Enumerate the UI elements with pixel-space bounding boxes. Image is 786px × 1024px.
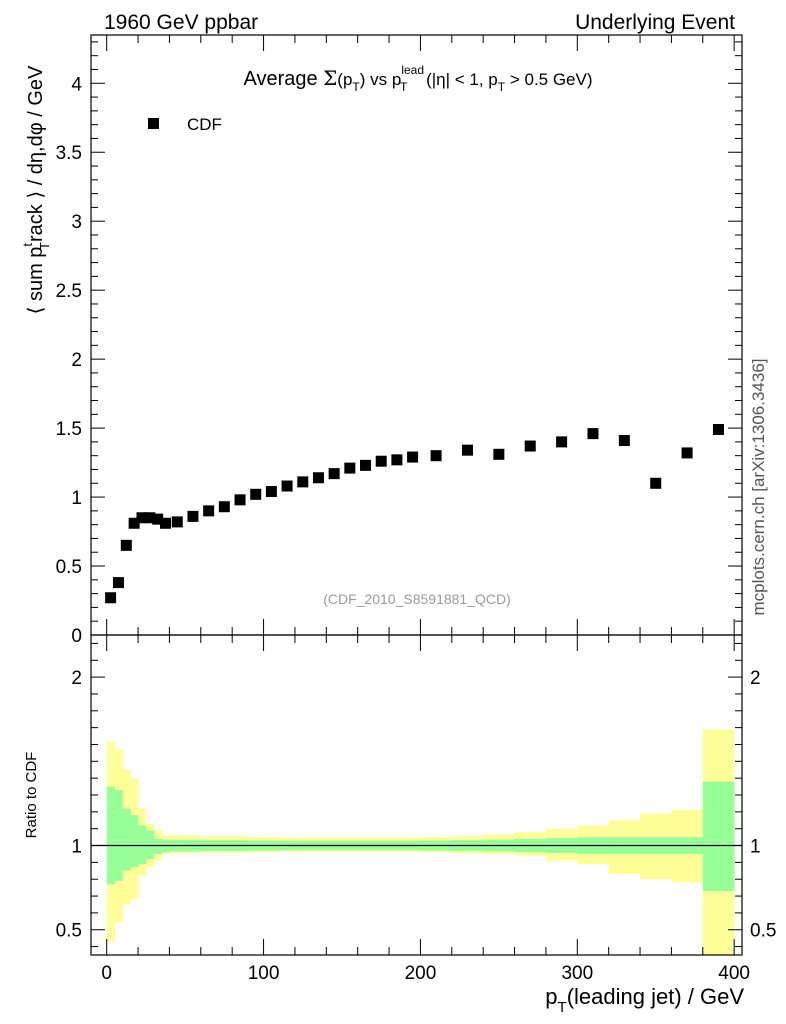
data-point [524, 440, 536, 452]
data-point [297, 476, 309, 488]
legend-label: CDF [187, 115, 222, 134]
stat-uncertainty-bin [106, 786, 115, 885]
data-point [120, 539, 132, 551]
main-y-tick-label: 3.5 [56, 143, 82, 164]
data-point [152, 513, 164, 525]
data-point [493, 448, 505, 460]
data-point [461, 444, 473, 456]
ratio-y-axis-label: Ratio to CDF [23, 752, 40, 839]
data-point [618, 435, 630, 447]
main-y-tick-label: 2 [71, 350, 82, 371]
data-point [112, 577, 124, 589]
main-panel: 0 0.5 1 1.5 2 2.5 3 3.5 4 Average Σ(pT) vs plead… [20, 34, 743, 647]
main-y-axis-label: ⟨ sum pt Track ⟩ / dη,dφ / GeV [20, 65, 52, 314]
x-tick-label: 200 [405, 963, 437, 984]
data-point [328, 468, 340, 480]
data-point [391, 454, 403, 466]
x-tick-label: 100 [248, 963, 280, 984]
x-tick-label: 300 [561, 963, 593, 984]
main-data-points [105, 423, 724, 604]
data-point [650, 477, 662, 489]
ratio-y-tick-label-right: 2 [750, 668, 761, 689]
main-y-tick-label: 2.5 [56, 281, 82, 302]
data-point [160, 517, 172, 529]
legend-marker [148, 118, 159, 129]
data-point [187, 510, 199, 522]
ratio-axis-ticks [91, 635, 742, 955]
ratio-y-tick-label-left: 1 [71, 837, 82, 858]
ratio-y-tick-label-right: 0.5 [750, 921, 776, 942]
ratio-plot-frame [90, 634, 743, 956]
ratio-x-tick-labels: 0 100 200 300 400 [101, 963, 750, 984]
main-y-tick-label: 0.5 [56, 557, 82, 578]
data-point [105, 592, 117, 604]
ratio-panel: 0.5 0.5 1 1 2 2 0 100 200 300 400 Ratio to CDF pT… [23, 634, 777, 1016]
main-y-tick-label: 1 [71, 488, 82, 509]
data-point [136, 512, 148, 524]
watermark: (CDF_2010_S8591881_QCD) [323, 591, 511, 607]
stat-uncertainty-bin [702, 781, 735, 891]
data-point [430, 450, 442, 462]
data-point [312, 472, 324, 484]
main-y-tick-label: 1.5 [56, 419, 82, 440]
main-y-tick-label: 4 [71, 74, 82, 95]
side-label: mcplots.cern.ch [arXiv:1306.3436] [749, 358, 768, 615]
main-y-tick-labels: 0 0.5 1 1.5 2 2.5 3 3.5 4 [56, 74, 83, 647]
data-point [556, 436, 568, 448]
stat-uncertainty-bin [122, 808, 131, 871]
stat-uncertainty-bin [138, 825, 147, 865]
header-left: 1960 GeV ppbar [104, 11, 258, 34]
x-axis-label: pT(leading jet) / GeV [545, 984, 744, 1016]
header-right: Underlying Event [575, 11, 735, 34]
data-point [234, 494, 246, 506]
data-point [144, 512, 156, 524]
data-point [587, 428, 599, 440]
ratio-y-tick-label-left: 2 [71, 668, 82, 689]
data-point [360, 459, 372, 471]
data-point [171, 516, 183, 528]
data-point [375, 455, 387, 467]
data-point [281, 480, 293, 492]
stat-uncertainty-bin [153, 838, 162, 854]
main-y-tick-label: 3 [71, 212, 82, 233]
data-point [712, 423, 724, 435]
data-point [265, 486, 277, 498]
stat-uncertainty-bin [145, 830, 155, 859]
data-point [681, 447, 693, 459]
data-point [218, 501, 230, 513]
x-tick-label: 0 [101, 963, 112, 984]
x-tick-label: 400 [718, 963, 750, 984]
data-point [250, 488, 262, 500]
data-point [203, 505, 215, 517]
data-point [344, 462, 356, 474]
main-title: Average Σ(pT) vs plead T (|η| < 1, pT > 0… [243, 63, 592, 94]
main-axis-ticks [91, 35, 742, 636]
ratio-y-tick-label-left: 0.5 [56, 921, 82, 942]
stat-uncertainty-bin [114, 789, 123, 881]
stat-uncertainty-bin [130, 815, 139, 868]
data-point [128, 517, 140, 529]
main-y-tick-label: 0 [71, 626, 82, 647]
ratio-y-tick-labels: 0.5 0.5 1 1 2 2 [56, 668, 777, 942]
ratio-y-tick-label-right: 1 [750, 837, 761, 858]
data-point [407, 451, 419, 463]
